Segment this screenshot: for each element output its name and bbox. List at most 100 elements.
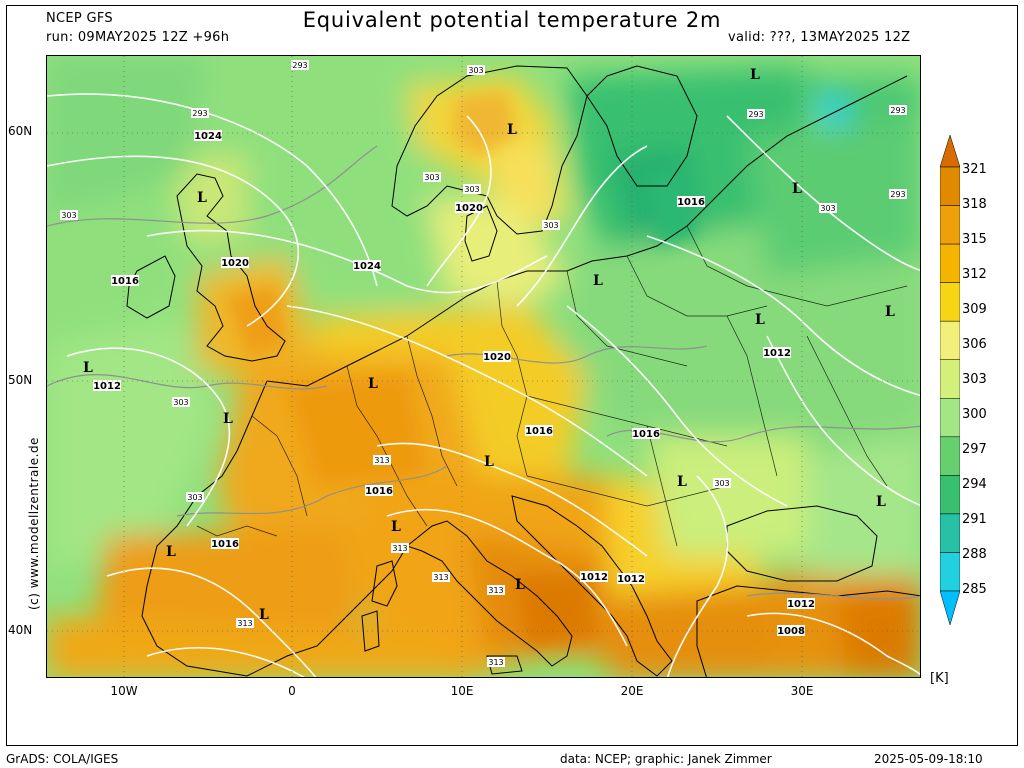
svg-text:303: 303 — [61, 211, 76, 220]
low-label: L — [755, 312, 765, 328]
svg-text:1016: 1016 — [677, 197, 705, 208]
footer-grads: GrADS: COLA/IGES — [6, 752, 119, 766]
svg-text:313: 313 — [433, 573, 448, 582]
coastlines — [126, 65, 920, 677]
svg-text:293: 293 — [890, 106, 905, 115]
theta-label: 313 — [391, 543, 409, 553]
theta-label: 303 — [186, 492, 204, 502]
footer-timestamp: 2025-05-09-18:10 — [874, 752, 983, 766]
theta-label: 303 — [819, 203, 837, 213]
pressure-label: 1020 — [221, 257, 249, 269]
svg-text:1008: 1008 — [777, 626, 805, 637]
low-label: L — [515, 577, 525, 593]
lat-label-60n: 60N — [8, 124, 33, 138]
pressure-label: 1016 — [677, 196, 705, 208]
valid-label: valid: ???, 13MAY2025 12Z — [728, 30, 911, 45]
legend-label: 294 — [962, 477, 987, 492]
legend-label: 288 — [962, 547, 987, 562]
legend-label: 321 — [962, 162, 987, 177]
svg-text:313: 313 — [237, 619, 252, 628]
svg-text:1020: 1020 — [455, 203, 483, 214]
svg-text:303: 303 — [543, 221, 558, 230]
low-label: L — [368, 376, 378, 392]
svg-text:303: 303 — [468, 66, 483, 75]
weather-map: 1024 1020 1016 1024 1020 1016 1012 1020 … — [46, 55, 921, 678]
legend-label: 303 — [962, 372, 987, 387]
low-label: L — [223, 411, 233, 427]
pressure-label: 1020 — [455, 202, 483, 214]
low-label: L — [197, 190, 207, 206]
lat-label-50n: 50N — [8, 373, 33, 387]
plot-frame — [6, 5, 1018, 746]
svg-text:293: 293 — [292, 61, 307, 70]
pressure-label: 1012 — [763, 347, 791, 359]
legend-band — [940, 436, 960, 476]
legend-label: 309 — [962, 302, 987, 317]
legend-band — [940, 320, 960, 360]
svg-text:1012: 1012 — [617, 574, 645, 585]
theta-label: 303 — [542, 220, 560, 230]
legend-label: 318 — [962, 197, 987, 212]
legend-band — [940, 398, 960, 438]
credit-text: (c) www.modellzentrale.de — [27, 437, 41, 610]
svg-text:293: 293 — [192, 109, 207, 118]
svg-text:313: 313 — [488, 586, 503, 595]
svg-text:293: 293 — [748, 110, 763, 119]
pressure-label: 1016 — [525, 425, 553, 437]
low-label: L — [677, 474, 687, 490]
legend-label: 297 — [962, 442, 987, 457]
svg-text:313: 313 — [374, 456, 389, 465]
theta-label: 293 — [889, 189, 907, 199]
svg-text:303: 303 — [187, 493, 202, 502]
legend-label: 315 — [962, 232, 987, 247]
theta-label: 293 — [291, 60, 309, 70]
pressure-label: 1012 — [617, 573, 645, 585]
chart-title: Equivalent potential temperature 2m — [302, 8, 722, 32]
svg-text:303: 303 — [820, 204, 835, 213]
svg-text:1012: 1012 — [93, 381, 121, 392]
svg-text:303: 303 — [464, 185, 479, 194]
legend-band — [940, 513, 960, 553]
footer-data-credit: data: NCEP; graphic: Janek Zimmer — [560, 752, 772, 766]
low-label: L — [750, 67, 760, 83]
pressure-label-group: 1024 1020 1016 1024 1020 1016 1012 1020 … — [93, 130, 815, 637]
graticule — [47, 56, 920, 677]
svg-text:1020: 1020 — [483, 352, 511, 363]
theta-label: 303 — [463, 184, 481, 194]
svg-text:1012: 1012 — [580, 572, 608, 583]
pressure-label: 1020 — [483, 351, 511, 363]
svg-text:1024: 1024 — [194, 131, 222, 142]
svg-text:1016: 1016 — [211, 539, 239, 550]
legend-band — [940, 359, 960, 399]
theta-label: 293 — [191, 108, 209, 118]
pressure-label: 1024 — [194, 130, 222, 142]
legend-band — [940, 552, 960, 592]
lon-label-0: 0 — [288, 684, 296, 698]
theta-label: 303 — [60, 210, 78, 220]
low-label: L — [876, 494, 886, 510]
pressure-label: 1012 — [93, 380, 121, 392]
theta-label: 303 — [172, 397, 190, 407]
theta-label: 313 — [373, 455, 391, 465]
model-label: NCEP GFS — [46, 11, 113, 26]
low-label: L — [83, 360, 93, 376]
pressure-label: 1016 — [211, 538, 239, 550]
low-label: L — [593, 273, 603, 289]
svg-text:303: 303 — [714, 479, 729, 488]
pressure-label: 1012 — [580, 571, 608, 583]
legend-label: 285 — [962, 582, 987, 597]
theta-label: 313 — [487, 585, 505, 595]
svg-text:1024: 1024 — [353, 261, 381, 272]
theta-label: 293 — [747, 109, 765, 119]
svg-text:1016: 1016 — [525, 426, 553, 437]
pressure-label: 1008 — [777, 625, 805, 637]
theta-label: 303 — [713, 478, 731, 488]
theta-label: 313 — [432, 572, 450, 582]
svg-text:1016: 1016 — [111, 276, 139, 287]
theta-label: 313 — [236, 618, 254, 628]
svg-text:303: 303 — [173, 398, 188, 407]
svg-text:1016: 1016 — [632, 429, 660, 440]
svg-text:293: 293 — [890, 190, 905, 199]
theta-label: 293 — [889, 105, 907, 115]
svg-text:313: 313 — [392, 544, 407, 553]
